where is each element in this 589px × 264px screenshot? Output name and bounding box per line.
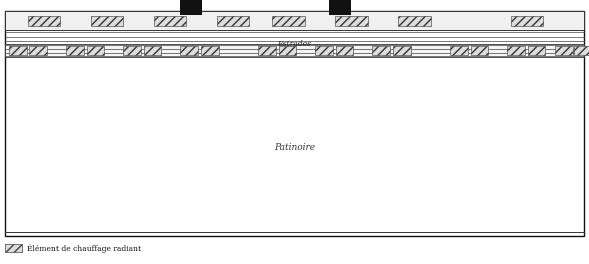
Bar	[144, 46, 161, 55]
Text: Estrades: Estrades	[277, 40, 312, 48]
Bar	[574, 46, 589, 55]
Bar	[5, 11, 584, 30]
Bar	[217, 16, 250, 26]
Bar	[393, 46, 411, 55]
Bar	[398, 16, 431, 26]
Bar	[507, 46, 525, 55]
Bar	[9, 46, 27, 55]
Bar	[66, 46, 84, 55]
Bar	[91, 16, 124, 26]
Text: Élément de chauffage radiant: Élément de chauffage radiant	[27, 244, 141, 253]
Bar	[28, 16, 61, 26]
Bar	[87, 46, 104, 55]
Bar	[29, 46, 47, 55]
Bar	[315, 46, 333, 55]
Text: Patinoire: Patinoire	[274, 143, 315, 152]
Bar	[123, 46, 141, 55]
Bar	[201, 46, 219, 55]
Bar	[450, 46, 468, 55]
Bar	[272, 16, 305, 26]
Bar	[5, 244, 22, 252]
Bar	[180, 0, 202, 15]
Bar	[528, 46, 545, 55]
Bar	[372, 46, 390, 55]
Bar	[279, 46, 296, 55]
Bar	[336, 16, 368, 26]
Bar	[336, 46, 353, 55]
Bar	[180, 46, 198, 55]
Bar	[5, 44, 584, 57]
Bar	[258, 46, 276, 55]
Bar	[555, 46, 573, 55]
Bar	[511, 16, 544, 26]
Bar	[329, 0, 351, 15]
Bar	[471, 46, 488, 55]
Bar	[154, 16, 186, 26]
Bar	[5, 11, 584, 236]
